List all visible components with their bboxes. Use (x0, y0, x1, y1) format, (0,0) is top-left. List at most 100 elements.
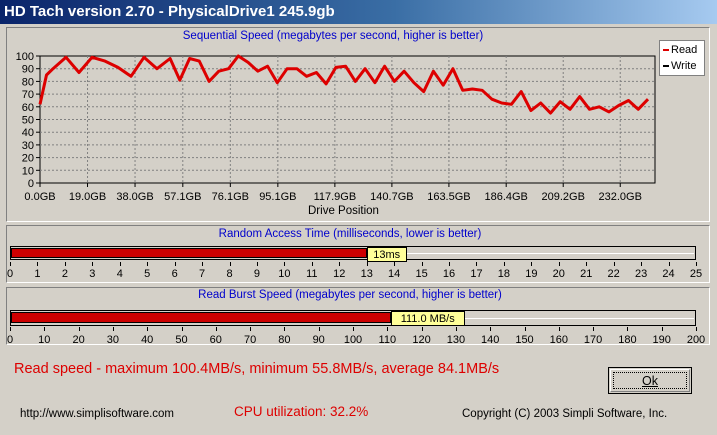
axis-tick-label: 22 (607, 268, 620, 280)
axis-tick-label: 120 (412, 334, 431, 346)
legend-write-swatch (663, 65, 669, 68)
axis-tick-label: 15 (415, 268, 428, 280)
axis-tick-label: 14 (388, 268, 401, 280)
axis-tick (421, 327, 423, 331)
axis-tick (78, 327, 80, 331)
axis-tick-label: 25 (689, 268, 703, 280)
axis-tick-label: 20 (552, 268, 565, 280)
axis-tick (318, 327, 320, 331)
sequential-speed-title: Sequential Speed (megabytes per second, … (182, 30, 484, 42)
axis-tick (256, 262, 258, 266)
axis-tick-label: 11 (306, 268, 318, 280)
axis-tick (455, 327, 457, 331)
sequential-legend: Read Write (659, 40, 705, 76)
axis-tick (593, 327, 595, 331)
axis-tick-label: 0 (6, 268, 14, 280)
legend-read-swatch (663, 49, 669, 52)
axis-tick-label: 20 (72, 334, 85, 346)
axis-tick (387, 327, 389, 331)
random-access-bar (11, 248, 367, 258)
axis-tick (641, 262, 643, 266)
axis-tick (147, 327, 149, 331)
axis-tick (284, 262, 286, 266)
axis-tick-label: 12 (333, 268, 346, 280)
axis-tick (366, 262, 368, 266)
cpu-utilization: CPU utilization: 32.2% (234, 404, 369, 419)
axis-tick-label: 16 (442, 268, 456, 280)
axis-tick-label: 6 (171, 268, 178, 280)
axis-tick-label: 19 (525, 268, 538, 280)
axis-tick (10, 262, 11, 266)
axis-tick-label: 160 (549, 334, 568, 346)
axis-tick-label: 10 (38, 334, 51, 346)
axis-tick (394, 262, 396, 266)
random-access-value: 13ms (366, 247, 407, 262)
axis-tick-label: 180 (618, 334, 637, 346)
axis-tick (421, 262, 423, 266)
axis-tick-label: 50 (175, 334, 188, 346)
axis-tick (215, 327, 217, 331)
axis-tick (147, 262, 149, 266)
axis-tick (229, 262, 231, 266)
axis-tick (174, 262, 176, 266)
ok-button[interactable]: Ok (608, 367, 692, 394)
axis-tick-label: 8 (226, 268, 233, 280)
read-speed-summary: Read speed - maximum 100.4MB/s, minimum … (14, 361, 500, 377)
burst-speed-title: Read Burst Speed (megabytes per second, … (198, 289, 502, 301)
axis-tick (181, 327, 183, 331)
copyright-text: Copyright (C) 2003 Simpli Software, Inc. (462, 408, 668, 420)
x-axis-label: Drive Position (308, 205, 379, 217)
axis-tick (92, 262, 94, 266)
axis-tick (10, 327, 11, 331)
legend-item-write: Write (663, 60, 696, 72)
axis-tick (696, 327, 697, 331)
legend-item-read: Read (663, 44, 697, 56)
axis-tick (613, 262, 615, 266)
axis-tick (250, 327, 252, 331)
axis-tick (668, 262, 670, 266)
axis-tick (311, 262, 313, 266)
axis-tick-label: 1 (34, 268, 41, 280)
ok-button-face (610, 369, 690, 392)
axis-tick-label: 10 (278, 268, 291, 280)
axis-tick (558, 327, 560, 331)
random-access-title: Random Access Time (milliseconds, lower … (218, 228, 482, 240)
axis-tick-label: 9 (253, 268, 261, 280)
axis-tick-label: 170 (583, 334, 603, 346)
axis-tick-label: 80 (278, 334, 291, 346)
axis-tick-label: 90 (312, 334, 325, 346)
axis-tick (524, 327, 526, 331)
axis-tick-label: 23 (634, 268, 648, 280)
axis-tick (490, 327, 492, 331)
axis-tick (558, 262, 560, 266)
axis-tick-label: 13 (360, 268, 373, 280)
burst-speed-bar (11, 312, 391, 323)
axis-tick (661, 327, 663, 331)
axis-tick-label: 17 (470, 268, 483, 280)
axis-tick-label: 18 (497, 268, 511, 280)
axis-tick-label: 7 (199, 268, 206, 280)
website-link[interactable]: http://www.simplisoftware.com (20, 408, 175, 420)
axis-tick-label: 100 (343, 334, 363, 346)
burst-speed-panel (6, 287, 710, 345)
axis-tick (37, 262, 39, 266)
ok-button-label: Ok (642, 373, 658, 388)
window-title: HD Tach version 2.70 - PhysicalDrive1 24… (4, 3, 335, 20)
axis-tick-label: 4 (116, 268, 123, 280)
axis-tick-label: 60 (209, 334, 222, 346)
axis-tick (44, 327, 46, 331)
axis-tick (503, 262, 505, 266)
axis-tick (449, 262, 451, 266)
axis-tick (627, 327, 629, 331)
title-bar[interactable]: HD Tach version 2.70 - PhysicalDrive1 24… (0, 0, 717, 24)
axis-tick (64, 262, 66, 266)
axis-tick-label: 130 (446, 334, 466, 346)
axis-tick-label: 3 (89, 268, 96, 280)
axis-tick-label: 70 (243, 334, 257, 346)
axis-tick-label: 2 (61, 268, 68, 280)
axis-tick-label: 150 (515, 334, 534, 346)
axis-tick-label: 40 (141, 334, 154, 346)
legend-read-label: Read (671, 44, 698, 56)
axis-tick-label: 110 (378, 334, 397, 346)
